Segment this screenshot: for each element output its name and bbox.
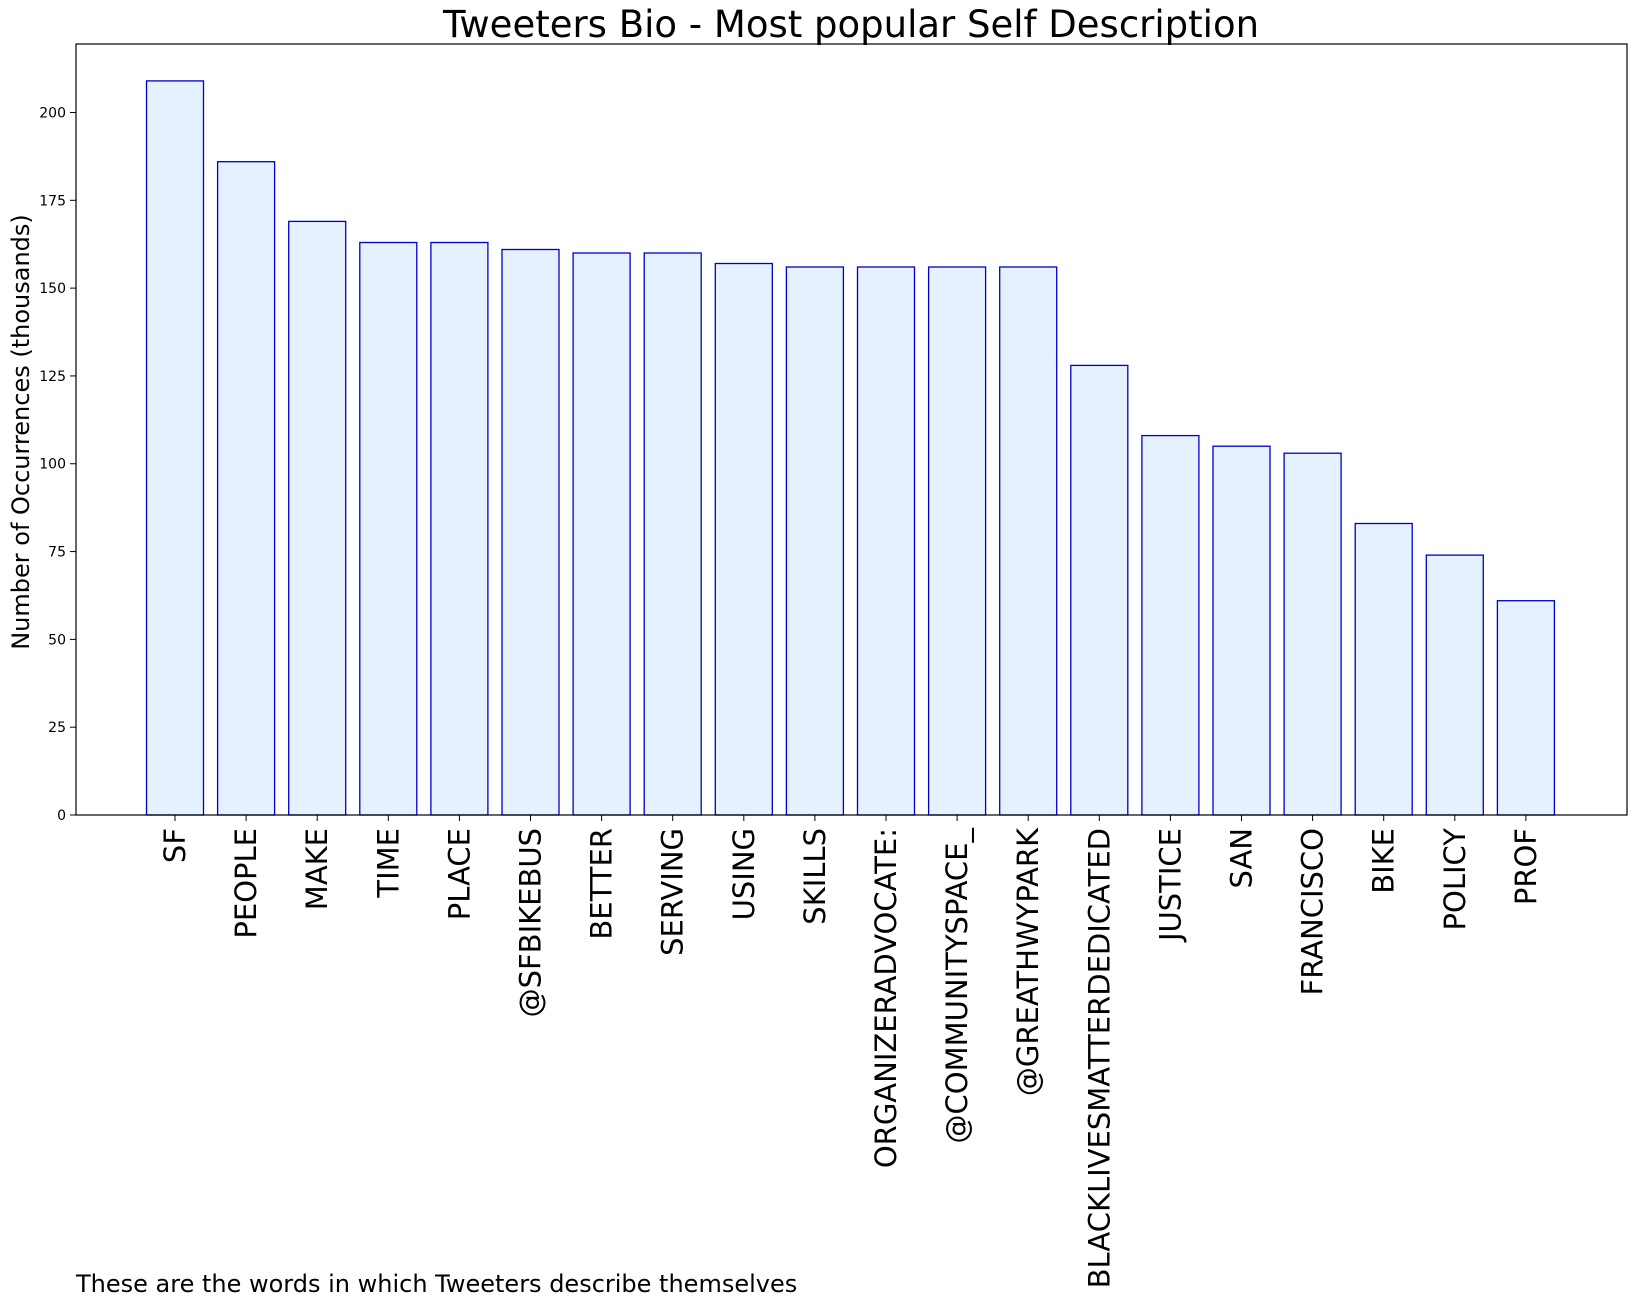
bar-francisco <box>1283 452 1342 816</box>
y-tick-label: 0 <box>57 808 66 824</box>
y-axis-ticks: 0 25 50 75 100 125 150 175 200 <box>39 105 76 824</box>
x-tick-label: JUSTICE <box>1153 828 1187 943</box>
bar-sfbikebus <box>501 248 560 816</box>
x-tick-label: SF <box>158 828 192 863</box>
chart-title: Tweeters Bio - Most popular Self Descrip… <box>442 3 1259 46</box>
bar-skills <box>785 266 845 816</box>
bar-place <box>430 241 489 816</box>
bar-bike <box>1354 522 1413 816</box>
y-tick-label: 50 <box>48 632 66 648</box>
x-tick-label: MAKE <box>300 828 334 910</box>
x-tick-label: SKILLS <box>798 828 832 925</box>
x-tick-label: TIME <box>371 828 405 899</box>
x-tick-label: BETTER <box>585 828 619 940</box>
x-tick-label: @COMMUNITYSPACE_ <box>940 828 974 1144</box>
bar-time <box>359 241 418 816</box>
x-tick-label: SERVING <box>656 828 690 956</box>
bar-people <box>216 161 276 816</box>
y-tick-label: 200 <box>39 105 66 121</box>
chart-caption: These are the words in which Tweeters de… <box>75 1270 797 1298</box>
bar-better <box>572 252 631 816</box>
x-tick-label: FRANCISCO <box>1296 828 1330 995</box>
x-tick-label: POLICY <box>1438 828 1472 931</box>
x-tick-label: SAN <box>1225 828 1259 888</box>
y-tick-label: 100 <box>39 457 66 473</box>
x-tick-label: @SFBIKEBUS <box>514 828 548 1017</box>
bar-blacklivesmatterdedicated <box>1070 364 1129 816</box>
y-tick-label: 75 <box>48 545 66 561</box>
x-tick-label: @GREATHWYPARK <box>1011 827 1045 1096</box>
bars-group <box>145 80 1556 816</box>
bar-justice <box>1141 434 1200 816</box>
x-tick-label: PROF <box>1509 828 1543 905</box>
bar-sf <box>145 80 205 816</box>
bar-greathwypark <box>999 266 1058 816</box>
x-tick-label: BLACKLIVESMATTERDEDICATED <box>1082 828 1116 1288</box>
y-axis-label: Number of Occurrences (thousands) <box>7 214 35 650</box>
plot-area-frame <box>75 43 1628 816</box>
bar-communityspace <box>927 266 987 816</box>
x-axis-ticks: SF PEOPLE MAKE TIME PLACE @SFBIKEBUS BETTER SER… <box>158 815 1543 1288</box>
x-tick-label: ORGANIZERADVOCATE: <box>869 828 903 1168</box>
y-tick-label: 150 <box>39 281 66 297</box>
x-tick-label: BIKE <box>1367 828 1401 894</box>
y-tick-label: 25 <box>48 720 66 736</box>
x-tick-label: PEOPLE <box>229 828 263 939</box>
x-tick-label: PLACE <box>442 828 476 920</box>
bar-using <box>714 262 773 816</box>
y-tick-label: 125 <box>39 369 66 385</box>
bar-san <box>1212 445 1271 816</box>
bar-organizeradvocate <box>856 266 916 816</box>
x-tick-label: USING <box>727 828 761 920</box>
bar-prof <box>1496 600 1556 816</box>
bar-serving <box>643 252 702 816</box>
bar-make <box>288 220 347 816</box>
bar-policy <box>1425 554 1484 816</box>
y-tick-label: 175 <box>39 193 66 209</box>
